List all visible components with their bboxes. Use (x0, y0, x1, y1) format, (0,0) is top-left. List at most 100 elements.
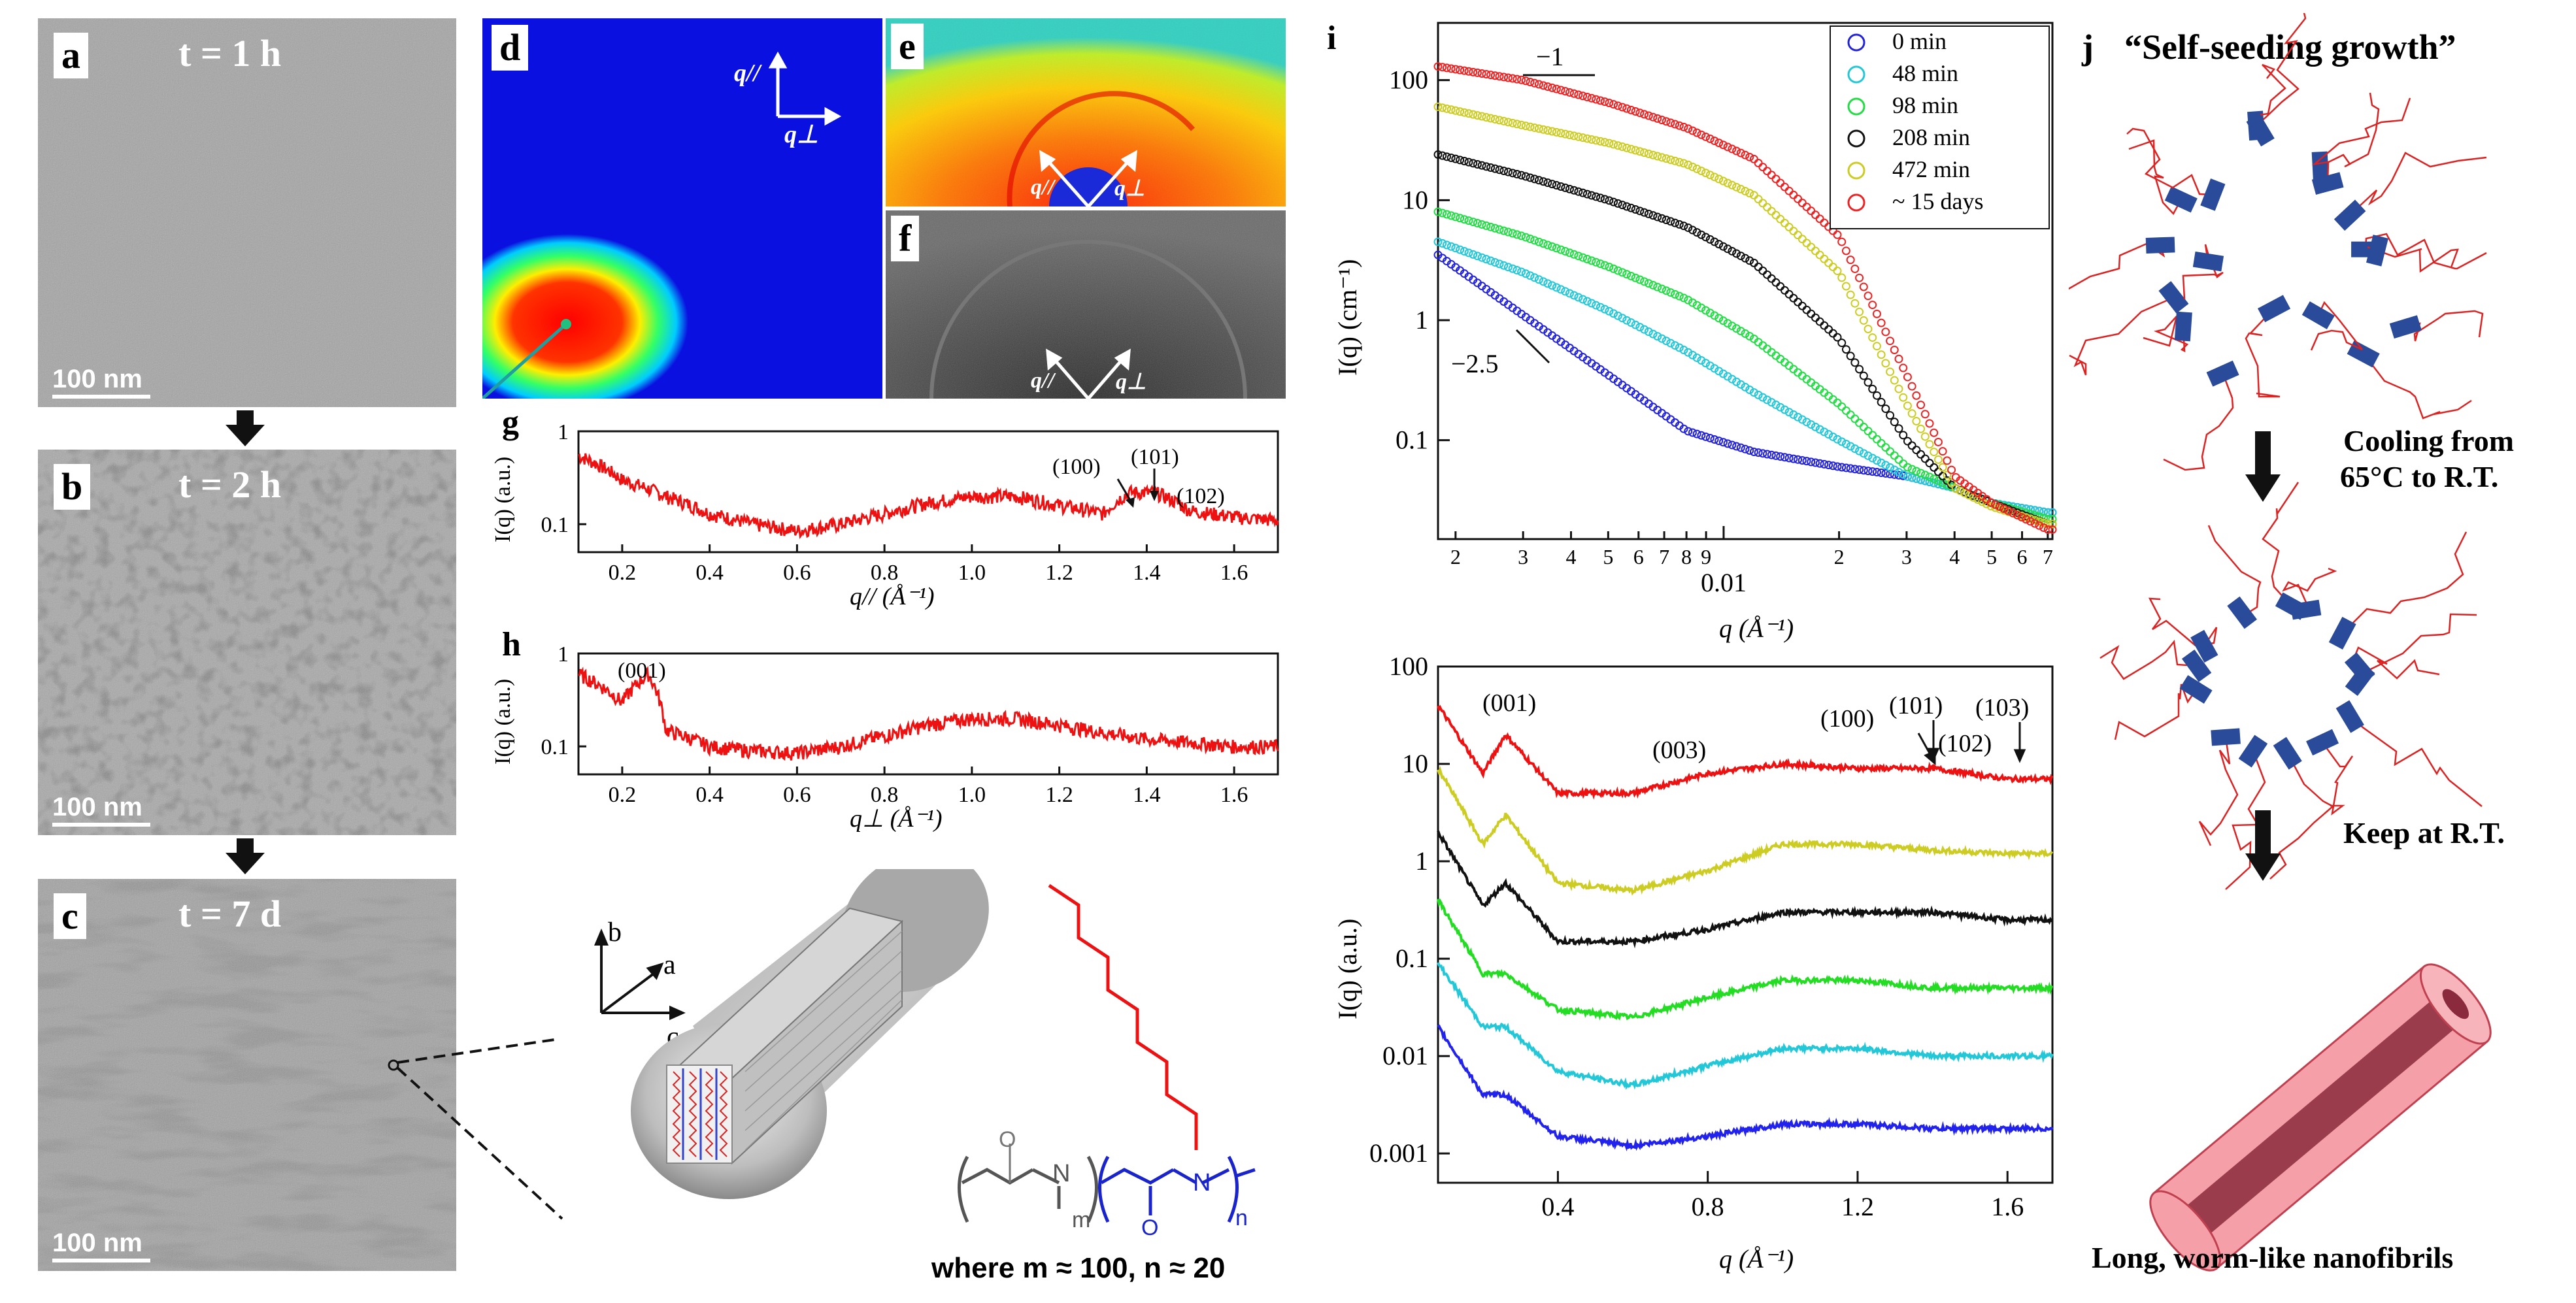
data-point (1930, 478, 1939, 487)
data-point (1679, 346, 1688, 355)
data-point (1728, 180, 1737, 190)
data-point (1855, 446, 1864, 455)
data-point (1763, 203, 1772, 212)
data-point (1569, 250, 1579, 259)
data-point (2030, 519, 2039, 528)
data-point (1539, 239, 1548, 248)
saxs-2d-panel-f: f q// q⊥ (886, 210, 1286, 399)
data-point (1552, 181, 1561, 190)
data-point (2026, 514, 2035, 523)
crystal-block (2145, 237, 2175, 254)
data-point (1925, 472, 1934, 482)
data-point (1433, 150, 1443, 159)
data-point (2004, 506, 2013, 516)
data-point (1460, 247, 1469, 256)
data-point (1688, 350, 1697, 359)
data-point (1978, 497, 1987, 506)
data-point (1548, 83, 1557, 92)
data-point (1732, 442, 1741, 451)
data-point (1710, 311, 1719, 320)
data-point (1758, 449, 1767, 458)
step2-label: Keep at R.T. (2343, 816, 2505, 849)
peak-label-001: (001) (618, 659, 666, 683)
axis-label-q-perp-f: q⊥ (1116, 370, 1146, 394)
data-point (1736, 252, 1745, 261)
data-point (1767, 206, 1776, 216)
data-point (1855, 307, 1864, 316)
data-point (1903, 437, 1912, 446)
data-point (1872, 468, 1881, 477)
data-point (1715, 367, 1724, 376)
data-point (1758, 163, 1767, 172)
y-tick-label: 1 (1415, 305, 1428, 335)
data-point (1749, 388, 1758, 397)
data-point (2048, 525, 2057, 534)
data-point (1513, 266, 1522, 275)
data-point (1741, 444, 1750, 454)
polymer-chain (2262, 482, 2300, 607)
data-point (1618, 142, 1627, 152)
data-point (1754, 390, 1763, 399)
data-point (1868, 431, 1877, 440)
crystal-structure-diagram: b a c O N m O N n whe (594, 869, 1256, 1284)
data-point (1675, 121, 1684, 130)
data-point (1899, 431, 1908, 440)
data-point (1539, 277, 1548, 286)
data-point (1648, 150, 1658, 159)
x-tick-label: 6 (2017, 545, 2028, 569)
data-point (1754, 262, 1763, 271)
data-point (1662, 286, 1671, 295)
axis-a-label: a (663, 950, 676, 980)
data-point (1688, 162, 1697, 171)
legend-marker (1847, 65, 1865, 84)
data-point (1451, 106, 1460, 115)
data-point (1930, 463, 1939, 472)
data-point (1718, 369, 1728, 378)
data-point (1881, 404, 1890, 414)
x-tick-label: 1.4 (1133, 561, 1161, 585)
data-point (1464, 216, 1473, 225)
data-point (1543, 279, 1552, 288)
chart-h-ylabel: I(q) (a.u.) (491, 679, 515, 765)
data-point (1539, 81, 1548, 90)
scalebar-label-c: 100 nm (52, 1229, 142, 1257)
data-point (1530, 78, 1539, 88)
svg-text:O: O (999, 1127, 1016, 1152)
data-point (1600, 97, 1609, 107)
data-point (1776, 214, 1785, 223)
data-point (1675, 343, 1684, 352)
chart-g-xlabel: q// (Å⁻¹) (850, 583, 935, 610)
data-point (1925, 419, 1934, 428)
chart-h-xticks: 0.2 0.4 0.6 0.8 1.0 1.2 1.4 1.6 (609, 767, 1248, 807)
data-point (1982, 499, 1991, 508)
data-point (1841, 282, 1850, 291)
data-point (1837, 273, 1847, 282)
data-point (1784, 186, 1794, 195)
data-point (1592, 192, 1601, 201)
data-point (1789, 190, 1798, 199)
polymer-chain (2349, 152, 2487, 216)
data-point (1534, 80, 1543, 89)
panel-j-title: “Self-seeding growth” (2124, 27, 2456, 67)
panel-label-g: g (502, 404, 519, 441)
data-point (1482, 113, 1491, 122)
data-point (1754, 159, 1763, 168)
panel-label-e: e (891, 24, 924, 69)
series-line-4 (1437, 962, 2054, 1090)
data-point (1705, 361, 1715, 371)
y-tick-label: 100 (1389, 65, 1428, 95)
data-point (1846, 290, 1855, 299)
data-point (2035, 521, 2044, 530)
data-point (1846, 464, 1855, 473)
data-point (1609, 197, 1618, 206)
data-point (1943, 480, 1952, 489)
data-point (1635, 206, 1645, 216)
x-tick-label: 5 (1986, 545, 1997, 569)
data-point (1903, 472, 1912, 481)
data-point (1631, 273, 1640, 282)
data-point (1841, 463, 1850, 472)
data-point (1561, 129, 1570, 139)
data-point (1824, 258, 1833, 267)
data-point (1609, 309, 1618, 318)
crystal-block (2200, 178, 2226, 211)
